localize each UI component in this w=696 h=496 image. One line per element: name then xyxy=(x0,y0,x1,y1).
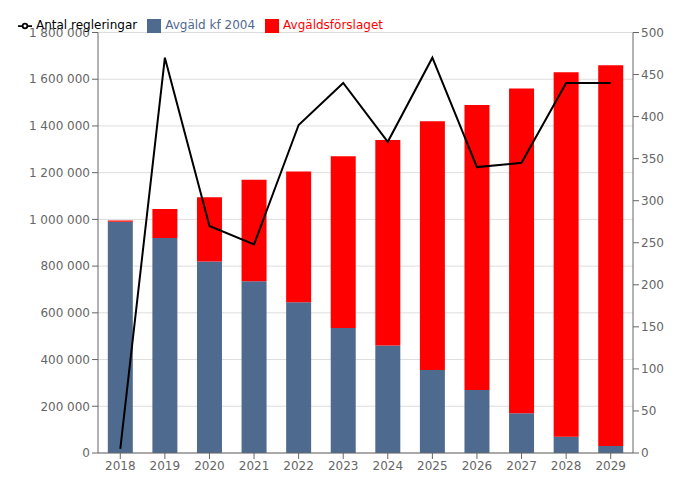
svg-text:250: 250 xyxy=(641,236,664,250)
svg-text:2019: 2019 xyxy=(150,459,181,473)
svg-text:2026: 2026 xyxy=(462,459,493,473)
svg-text:2025: 2025 xyxy=(417,459,448,473)
svg-text:2018: 2018 xyxy=(105,459,136,473)
svg-text:2027: 2027 xyxy=(506,459,537,473)
svg-text:0: 0 xyxy=(82,446,90,460)
svg-text:350: 350 xyxy=(641,152,664,166)
svg-text:100: 100 xyxy=(641,362,664,376)
svg-text:500: 500 xyxy=(641,26,664,40)
svg-text:200 000: 200 000 xyxy=(40,400,90,414)
svg-text:2023: 2023 xyxy=(328,459,359,473)
svg-text:2028: 2028 xyxy=(551,459,582,473)
svg-text:400: 400 xyxy=(641,110,664,124)
svg-text:800 000: 800 000 xyxy=(40,259,90,273)
svg-text:450: 450 xyxy=(641,68,664,82)
svg-text:0: 0 xyxy=(641,446,649,460)
svg-text:2022: 2022 xyxy=(283,459,314,473)
svg-text:150: 150 xyxy=(641,320,664,334)
svg-text:1 600 000: 1 600 000 xyxy=(29,72,90,86)
svg-text:2029: 2029 xyxy=(595,459,626,473)
svg-text:1 000 000: 1 000 000 xyxy=(29,213,90,227)
svg-text:200: 200 xyxy=(641,278,664,292)
svg-text:2024: 2024 xyxy=(373,459,404,473)
svg-text:1 400 000: 1 400 000 xyxy=(29,119,90,133)
svg-text:600 000: 600 000 xyxy=(40,306,90,320)
svg-text:50: 50 xyxy=(641,404,656,418)
svg-text:2021: 2021 xyxy=(239,459,270,473)
svg-text:400 000: 400 000 xyxy=(40,353,90,367)
svg-text:2020: 2020 xyxy=(194,459,225,473)
svg-text:1 200 000: 1 200 000 xyxy=(29,166,90,180)
svg-text:300: 300 xyxy=(641,194,664,208)
svg-text:1 800 000: 1 800 000 xyxy=(29,26,90,40)
